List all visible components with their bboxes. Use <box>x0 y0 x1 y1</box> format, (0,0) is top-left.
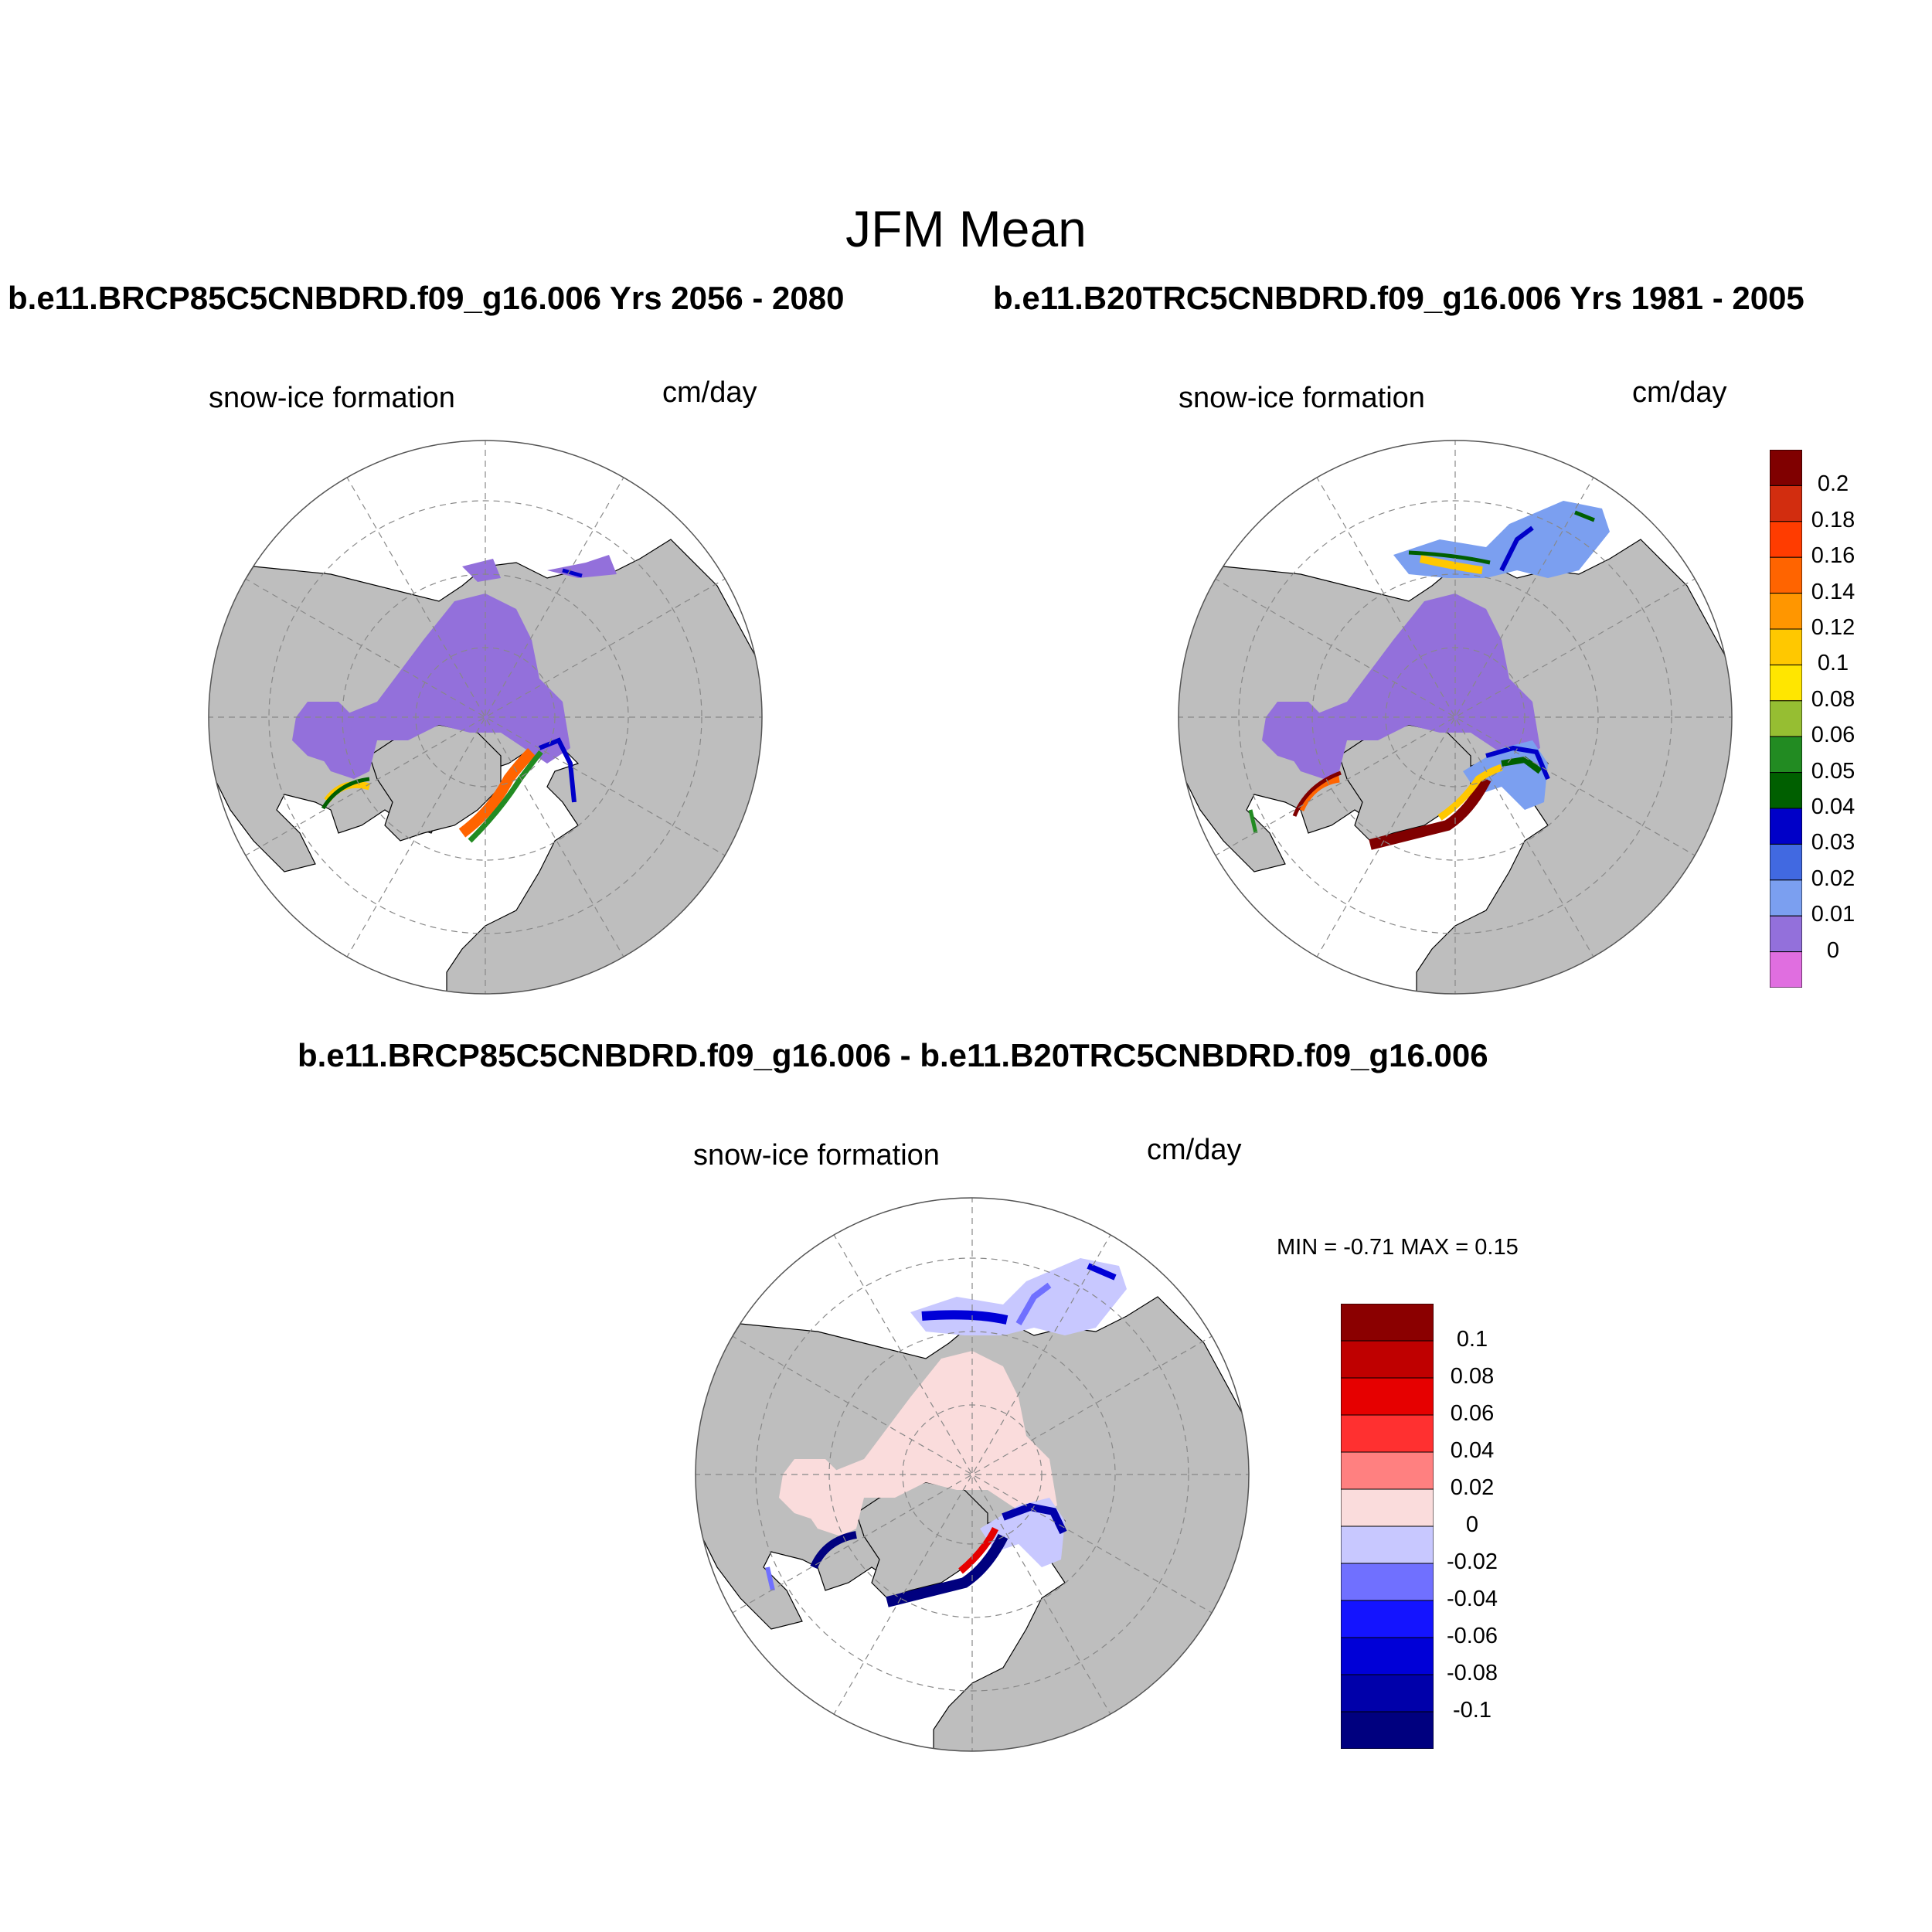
colorbar-tick-label: -0.1 <box>1453 1698 1492 1723</box>
colorbar-swatch <box>1769 664 1803 702</box>
edge-barents-red <box>1369 776 1492 850</box>
edge-greenland-blue <box>1485 745 1550 781</box>
colorbar-tick-label: 0.02 <box>1811 866 1855 891</box>
diff-central-arctic <box>802 1351 1057 1536</box>
colorbar-swatch <box>1769 879 1803 917</box>
colorbar-swatch <box>1769 808 1803 845</box>
colorbar-swatch <box>1340 1600 1434 1638</box>
colorbar-tick-label: 0.18 <box>1811 507 1855 532</box>
diff-labrador-neg <box>810 1531 858 1570</box>
diff-bering-neg <box>1015 1282 1052 1325</box>
colorbar-swatch <box>1340 1711 1434 1750</box>
colorbar-absolute-swatches <box>1769 449 1803 988</box>
colorbar-swatch <box>1769 772 1803 809</box>
graticule <box>1179 440 1732 994</box>
map-panel-2 <box>1178 440 1733 995</box>
edge-barents-yellow <box>1437 764 1503 821</box>
panel-2-variable-label: snow-ice formation <box>1179 382 1425 414</box>
edge-okhotsk <box>1419 555 1483 574</box>
colorbar-swatch <box>1769 449 1803 486</box>
edge-okhotsk <box>562 568 583 578</box>
edge-labrador-outer <box>321 777 370 810</box>
colorbar-swatch <box>1769 951 1803 988</box>
colorbar-swatch <box>1340 1637 1434 1675</box>
edge-labrador-green <box>1248 809 1258 834</box>
colorbar-tick-label: -0.04 <box>1446 1587 1498 1611</box>
colorbar-tick-label: 0.08 <box>1450 1364 1495 1389</box>
colorbar-swatch <box>1340 1303 1434 1342</box>
colorbar-absolute <box>1769 449 1803 988</box>
panel-1-title: b.e11.BRCP85C5CNBDRD.f09_g16.006 Yrs 205… <box>8 280 845 316</box>
colorbar-swatch <box>1340 1563 1434 1601</box>
colorbar-swatch <box>1340 1526 1434 1564</box>
greenland <box>1338 724 1471 842</box>
colorbar-tick-label: 0.12 <box>1811 615 1855 640</box>
colorbar-swatch <box>1340 1377 1434 1416</box>
map-panel-1 <box>208 440 763 995</box>
colorbar-tick-label: -0.08 <box>1446 1661 1498 1685</box>
edge-kamchatka <box>1574 510 1595 522</box>
panel-1-units: cm/day <box>662 376 757 409</box>
colorbar-tick-label: 0 <box>1465 1512 1479 1537</box>
diff-barents-pos <box>958 1526 999 1574</box>
colorbar-tick-label: 0.2 <box>1817 471 1849 497</box>
colorbar-tick-label: 0 <box>1826 937 1840 963</box>
figure-title: JFM Mean <box>845 200 1087 257</box>
sea-ice-central-arctic <box>1285 594 1540 779</box>
colorbar-tick-label: 0.1 <box>1817 651 1849 676</box>
sea-ice-bering-okhotsk <box>1393 501 1610 578</box>
edge-barents-outer <box>468 750 543 843</box>
edge-barents <box>458 748 536 838</box>
colorbar-difference-swatches <box>1340 1303 1434 1750</box>
greenland <box>369 724 502 842</box>
colorbar-tick-label: 0.06 <box>1811 723 1855 748</box>
colorbar-difference <box>1340 1303 1434 1750</box>
diff-barents-neg <box>886 1533 1009 1607</box>
colorbar-tick-label: 0.08 <box>1811 686 1855 712</box>
edge-bering <box>1499 526 1534 572</box>
graticule <box>696 1198 1249 1751</box>
edge-okhotsk-outer <box>1408 550 1491 565</box>
colorbar-tick-label: 0.02 <box>1450 1475 1495 1500</box>
diff-greenland-neg <box>1002 1502 1067 1535</box>
edge-barents-inner <box>538 737 577 803</box>
map-panel-3-difference <box>695 1197 1250 1752</box>
colorbar-swatch <box>1340 1674 1434 1713</box>
panel-3-variable-label: snow-ice formation <box>693 1139 940 1172</box>
colorbar-tick-label: 0.16 <box>1811 543 1855 569</box>
colorbar-tick-label: -0.02 <box>1446 1549 1498 1574</box>
graticule <box>209 440 762 994</box>
colorbar-tick-label: 0.04 <box>1450 1438 1495 1463</box>
sea-ice-central-arctic <box>315 594 570 779</box>
edge-labrador-outer <box>1292 770 1342 817</box>
diff-okhotsk-neg <box>921 1310 1009 1325</box>
diff-kamchatka-neg <box>1087 1263 1117 1281</box>
colorbar-swatch <box>1769 915 1803 953</box>
colorbar-swatch <box>1340 1340 1434 1379</box>
colorbar-swatch <box>1340 1451 1434 1490</box>
panel-1-variable-label: snow-ice formation <box>209 382 455 414</box>
colorbar-tick-label: 0.1 <box>1456 1327 1488 1352</box>
colorbar-swatch <box>1769 843 1803 881</box>
colorbar-swatch <box>1769 736 1803 774</box>
colorbar-tick-label: 0.04 <box>1811 794 1855 819</box>
colorbar-tick-label: 0.03 <box>1811 830 1855 855</box>
colorbar-tick-label: 0.14 <box>1811 579 1855 604</box>
panel-3-units: cm/day <box>1147 1134 1242 1166</box>
colorbar-swatch <box>1769 485 1803 522</box>
edge-greenland-sea <box>1501 756 1543 774</box>
colorbar-tick-label: -0.06 <box>1446 1624 1498 1648</box>
colorbar-tick-label: 0.01 <box>1811 902 1855 927</box>
colorbar-swatch <box>1340 1488 1434 1527</box>
min-max-stats: MIN = -0.71 MAX = 0.15 <box>1277 1235 1519 1260</box>
colorbar-swatch <box>1340 1414 1434 1453</box>
colorbar-tick-label: 0.06 <box>1450 1401 1495 1426</box>
diff-labrador-small <box>765 1566 775 1591</box>
greenland <box>855 1481 988 1599</box>
panel-2-units: cm/day <box>1632 376 1727 409</box>
panel-3-title: b.e11.BRCP85C5CNBDRD.f09_g16.006 - b.e11… <box>298 1037 1488 1073</box>
colorbar-tick-label: 0.05 <box>1811 758 1855 784</box>
panel-2-title: b.e11.B20TRC5CNBDRD.f09_g16.006 Yrs 1981… <box>993 280 1804 316</box>
